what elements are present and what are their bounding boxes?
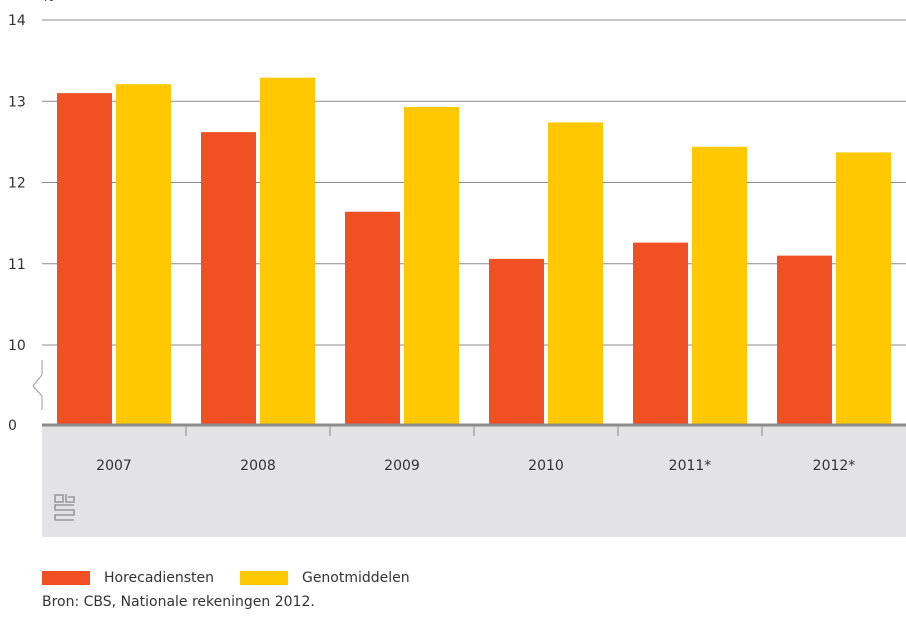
source-note: Bron: CBS, Nationale rekeningen 2012. [42, 594, 315, 610]
bar-horecadiensten-2007 [57, 93, 112, 425]
legend: Horecadiensten Genotmiddelen [42, 568, 436, 588]
gridlines [42, 19, 906, 346]
legend-swatch-genotmiddelen [239, 571, 288, 585]
category-label: 2011* [669, 458, 712, 474]
legend-swatch-horecadiensten [42, 571, 90, 585]
y-tick-label: 10 [8, 338, 26, 354]
legend-label-genotmiddelen: Genotmiddelen [301, 570, 410, 586]
legend-label-horecadiensten: Horecadiensten [104, 570, 214, 586]
category-label: 2010 [528, 458, 564, 474]
legend-item-horecadiensten: Horecadiensten [42, 570, 214, 586]
cbs-logo [54, 494, 75, 521]
category-label: 2009 [384, 458, 420, 474]
category-labels: 2007 2008 2009 2010 2011* 2012* [96, 425, 855, 474]
legend-item-genotmiddelen: Genotmiddelen [239, 570, 410, 586]
y-tick-label: 11 [8, 257, 26, 273]
bar-horecadiensten-2008 [201, 132, 256, 425]
bar-genotmiddelen-2007 [116, 84, 171, 425]
y-axis-unit: % [42, 0, 54, 5]
bar-genotmiddelen-2009 [404, 106, 459, 425]
bar-horecadiensten-2009 [345, 211, 400, 425]
bars [57, 77, 891, 425]
bar-genotmiddelen-2008 [260, 77, 315, 425]
bar-genotmiddelen-2010 [548, 122, 603, 425]
bar-horecadiensten-2012 [777, 255, 832, 425]
y-tick-label: 12 [8, 176, 26, 192]
bar-horecadiensten-2011 [633, 242, 688, 425]
category-label: 2012* [813, 458, 856, 474]
y-tick-labels: 14 13 12 11 10 0 [8, 13, 26, 434]
bar-genotmiddelen-2012 [836, 152, 891, 425]
category-label: 2007 [96, 458, 132, 474]
category-axis-band [42, 425, 906, 537]
bar-genotmiddelen-2011 [692, 146, 747, 425]
bar-chart: 14 13 12 11 10 0 2007 2008 2009 2010 2011* 2012* [8, 13, 906, 537]
y-tick-label: 0 [8, 418, 17, 434]
axis-break-mark [32, 360, 43, 410]
y-tick-label: 13 [8, 94, 26, 110]
bar-horecadiensten-2010 [489, 258, 544, 425]
category-label: 2008 [240, 458, 276, 474]
y-tick-label: 14 [8, 13, 26, 29]
